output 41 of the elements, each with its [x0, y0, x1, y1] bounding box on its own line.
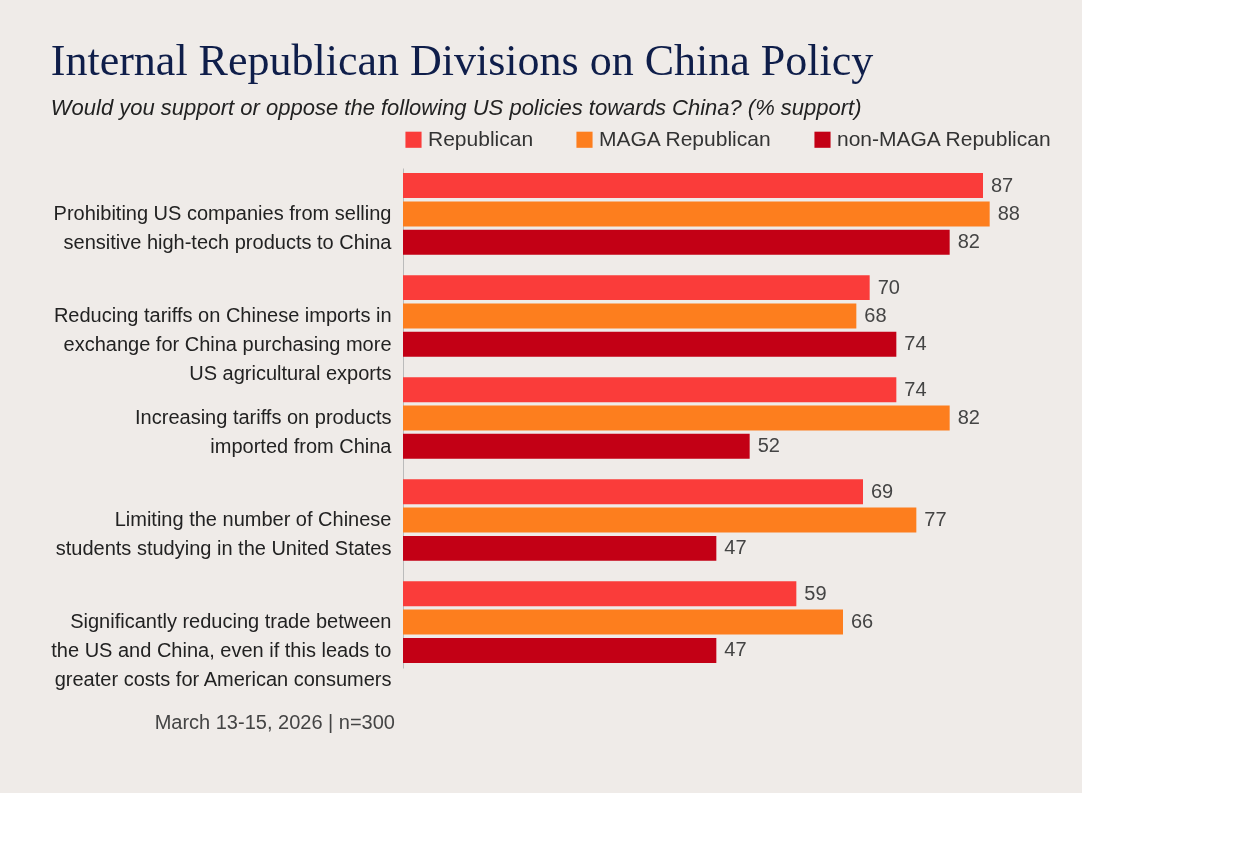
y-tick-label: Significantly reducing trade between the US and China, even if this leads to greater costs for American consumers — [51, 610, 392, 691]
data-label: 47 — [724, 536, 747, 559]
text: March 13-15, 2026 | n=300 — [154, 711, 395, 733]
chart-title: Internal Republican Divisions on China Policy — [50, 36, 874, 85]
bar — [403, 433, 750, 459]
data-label: 82 — [957, 406, 980, 428]
y-tick-label: Reducing tariffs on Chinese imports in exchange for China purchasing more US agricultural exports — [53, 303, 392, 384]
bar — [403, 331, 897, 357]
legend-label: Republican — [428, 126, 534, 150]
data-label: 68 — [864, 303, 887, 326]
bar — [403, 507, 917, 533]
data-label: 66 — [851, 610, 874, 633]
data-label: 74 — [904, 332, 927, 355]
data-label: 82 — [957, 230, 980, 253]
bar — [403, 201, 990, 227]
bar — [403, 303, 857, 329]
data-label: 74 — [904, 377, 927, 400]
y-tick-label: Increasing tariffs on products imported from China — [135, 406, 393, 457]
data-label: 59 — [804, 581, 827, 604]
legend-label: non-MAGA Republican — [837, 126, 1051, 150]
bar — [403, 535, 717, 561]
bar — [403, 173, 983, 199]
bar — [403, 479, 863, 505]
bar — [403, 377, 897, 403]
bar — [403, 275, 870, 301]
y-tick-label: Prohibiting US companies from selling sensitive high-tech products to China — [53, 201, 393, 253]
bar — [403, 609, 843, 635]
y-tick-label: Limiting the number of Chinese students studying in the United States — [55, 508, 392, 560]
chart-subtitle: Would you support or oppose the following US policies towards China? (% support) — [50, 95, 862, 120]
data-label: 69 — [871, 479, 894, 502]
data-label: 52 — [757, 434, 780, 457]
data-label: 88 — [997, 201, 1020, 224]
bar — [403, 637, 717, 663]
bar — [403, 581, 797, 607]
data-label: 77 — [924, 508, 947, 531]
data-label: 87 — [991, 173, 1014, 196]
data-label: 47 — [724, 638, 747, 661]
legend-label: MAGA Republican — [599, 126, 771, 150]
bar — [403, 405, 950, 431]
bar — [403, 229, 950, 255]
data-label: 70 — [877, 275, 900, 298]
